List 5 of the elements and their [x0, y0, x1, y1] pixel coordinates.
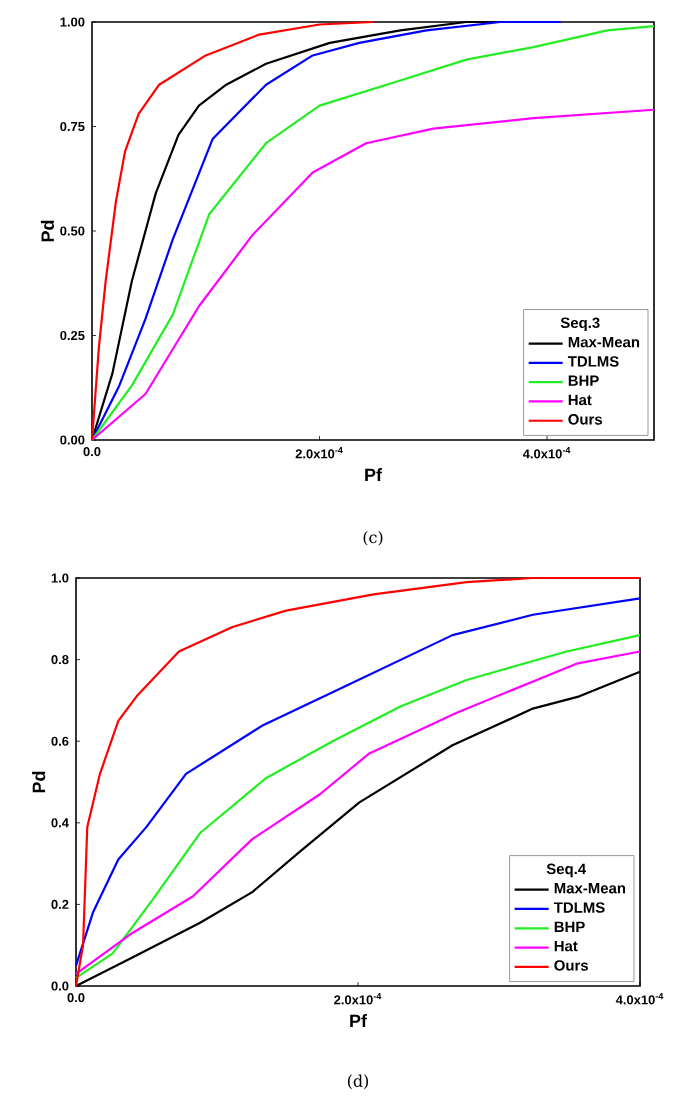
y-axis-title: Pd — [32, 771, 46, 793]
line-series — [90, 25, 656, 442]
x-axis-title: Pf — [365, 468, 382, 482]
y-axis-title: Pd — [40, 220, 55, 242]
x-axis-title: Pf — [350, 1014, 367, 1028]
